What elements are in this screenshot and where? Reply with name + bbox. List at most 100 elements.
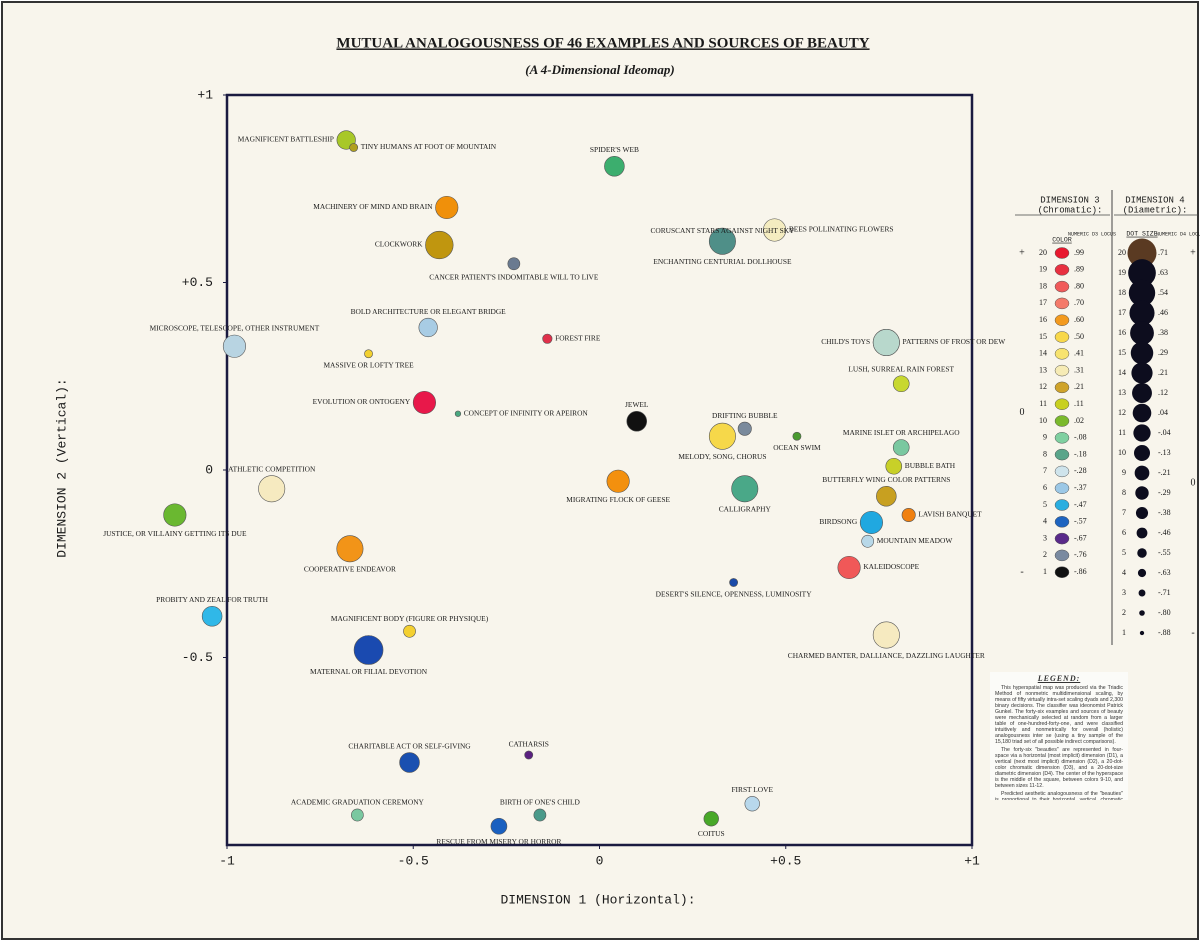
legend-size-dot xyxy=(1131,362,1153,384)
legend-size-dot xyxy=(1132,403,1152,423)
legend-rank: 16 xyxy=(1039,315,1047,324)
legend-note: LEGEND: This hyperspatial map was produc… xyxy=(990,672,1128,800)
data-point xyxy=(435,195,459,220)
legend-swatch xyxy=(1054,398,1070,410)
legend-locus: -.86 xyxy=(1074,567,1087,576)
legend-rank: 8 xyxy=(1122,488,1126,497)
point-label: JEWEL xyxy=(625,400,649,409)
data-point xyxy=(349,143,359,152)
point-label: ENCHANTING CENTURIAL DOLLHOUSE xyxy=(653,257,792,266)
legend-locus: -.08 xyxy=(1074,433,1087,442)
legend-swatch xyxy=(1054,532,1070,545)
point-label: MACHINERY OF MIND AND BRAIN xyxy=(313,202,433,211)
legend-rank: 4 xyxy=(1122,568,1126,577)
legend-scale-mark: + xyxy=(1019,247,1025,258)
legend-header: NUMERIC D3 LOCUS xyxy=(1068,231,1116,237)
point-label: PATTERNS OF FROST OR DEW xyxy=(903,337,1006,346)
legend-locus: -.47 xyxy=(1074,500,1087,509)
y-tick-label: +0.5 xyxy=(182,275,213,290)
legend-locus: .29 xyxy=(1158,348,1168,357)
legend-swatch xyxy=(1054,566,1070,578)
legend-rank: 10 xyxy=(1118,448,1126,457)
legend-size-dot xyxy=(1138,589,1146,597)
data-point xyxy=(425,230,454,260)
legend-size-dot xyxy=(1136,527,1148,539)
data-point xyxy=(490,817,508,835)
data-point xyxy=(403,624,416,638)
legend-size-dot xyxy=(1128,279,1156,307)
legend-locus: .71 xyxy=(1158,248,1168,257)
data-point xyxy=(859,510,883,535)
legend-note-text: This hyperspatial map was produced via t… xyxy=(995,685,1123,745)
legend-rank: 3 xyxy=(1043,533,1047,542)
legend-size-dot xyxy=(1139,630,1145,636)
legend-rank: 11 xyxy=(1118,428,1126,437)
x-tick-label: +0.5 xyxy=(770,853,801,868)
data-point xyxy=(418,317,438,338)
point-label: EVOLUTION OR ONTOGENY xyxy=(313,397,411,406)
legend-swatch xyxy=(1054,432,1070,444)
legend-size-dot xyxy=(1135,486,1149,500)
data-point xyxy=(737,421,752,436)
legend-scale-mark: - xyxy=(1020,566,1023,577)
data-point xyxy=(533,808,547,822)
legend-locus: -.80 xyxy=(1158,608,1171,617)
y-tick-label: -0.5 xyxy=(182,650,213,665)
data-point xyxy=(258,475,286,503)
legend-locus: .31 xyxy=(1074,365,1084,374)
legend-scale-mark: + xyxy=(1190,247,1196,258)
legend-rank: 12 xyxy=(1039,382,1047,391)
point-label: BOLD ARCHITECTURE OR ELEGANT BRIDGE xyxy=(351,307,507,316)
legend-rank: 3 xyxy=(1122,588,1126,597)
point-label: RESCUE FROM MISERY OR HORROR xyxy=(436,837,561,846)
legend-rank: 14 xyxy=(1118,368,1126,377)
data-point xyxy=(524,750,534,760)
legend-rank: 7 xyxy=(1043,466,1047,475)
legend-rank: 2 xyxy=(1043,550,1047,559)
legend-locus: -.63 xyxy=(1158,568,1171,577)
data-point xyxy=(542,333,553,344)
legend-locus: .50 xyxy=(1074,332,1084,341)
point-label: MARINE ISLET OR ARCHIPELAGO xyxy=(843,428,960,437)
legend-locus: -.37 xyxy=(1074,483,1087,492)
chart-subtitle: (A 4-Dimensional Ideomap) xyxy=(525,62,675,77)
data-point xyxy=(708,422,736,450)
legend-swatch xyxy=(1054,516,1070,528)
data-point xyxy=(744,796,760,812)
legend-locus: .12 xyxy=(1158,388,1168,397)
legend-size-dot xyxy=(1127,238,1157,268)
legend-locus: .02 xyxy=(1074,416,1084,425)
chart-title: MUTUAL ANALOGOUSNESS OF 46 EXAMPLES AND … xyxy=(336,35,869,51)
legend-locus: .46 xyxy=(1158,308,1168,317)
point-label: MAGNIFICENT BATTLESHIP xyxy=(238,135,334,144)
legend-locus: .60 xyxy=(1074,315,1084,324)
legend-rank: 11 xyxy=(1039,399,1047,408)
legend-size-dot xyxy=(1137,548,1147,558)
point-label: MICROSCOPE, TELESCOPE, OTHER INSTRUMENT xyxy=(150,324,320,333)
legend-rank: 10 xyxy=(1039,416,1047,425)
point-label: LAVISH BANQUET xyxy=(918,510,982,519)
data-point xyxy=(604,156,625,177)
legend-swatch xyxy=(1054,465,1070,478)
legend-swatch xyxy=(1054,549,1070,562)
data-point xyxy=(703,811,719,827)
data-point xyxy=(412,390,436,415)
point-label: CONCEPT OF INFINITY OR APEIRON xyxy=(464,408,589,417)
data-point xyxy=(837,555,861,580)
legend-rank: 9 xyxy=(1122,468,1126,477)
y-tick-label: 0 xyxy=(205,462,213,477)
point-label: MOUNTAIN MEADOW xyxy=(877,536,953,545)
x-tick-label: 0 xyxy=(596,853,604,868)
legend-locus: -.57 xyxy=(1074,517,1087,526)
point-label: PROBITY AND ZEAL FOR TRUTH xyxy=(156,595,268,604)
legend-size-dot xyxy=(1134,445,1150,461)
legend-locus: -.88 xyxy=(1158,628,1171,637)
legend-swatch xyxy=(1054,415,1070,427)
data-point xyxy=(399,752,420,773)
legend-swatch xyxy=(1054,482,1070,494)
legend-rank: 17 xyxy=(1039,298,1047,307)
data-point xyxy=(454,410,462,417)
legend-locus: .63 xyxy=(1158,268,1168,277)
point-label: BEES POLLINATING FLOWERS xyxy=(789,225,894,234)
